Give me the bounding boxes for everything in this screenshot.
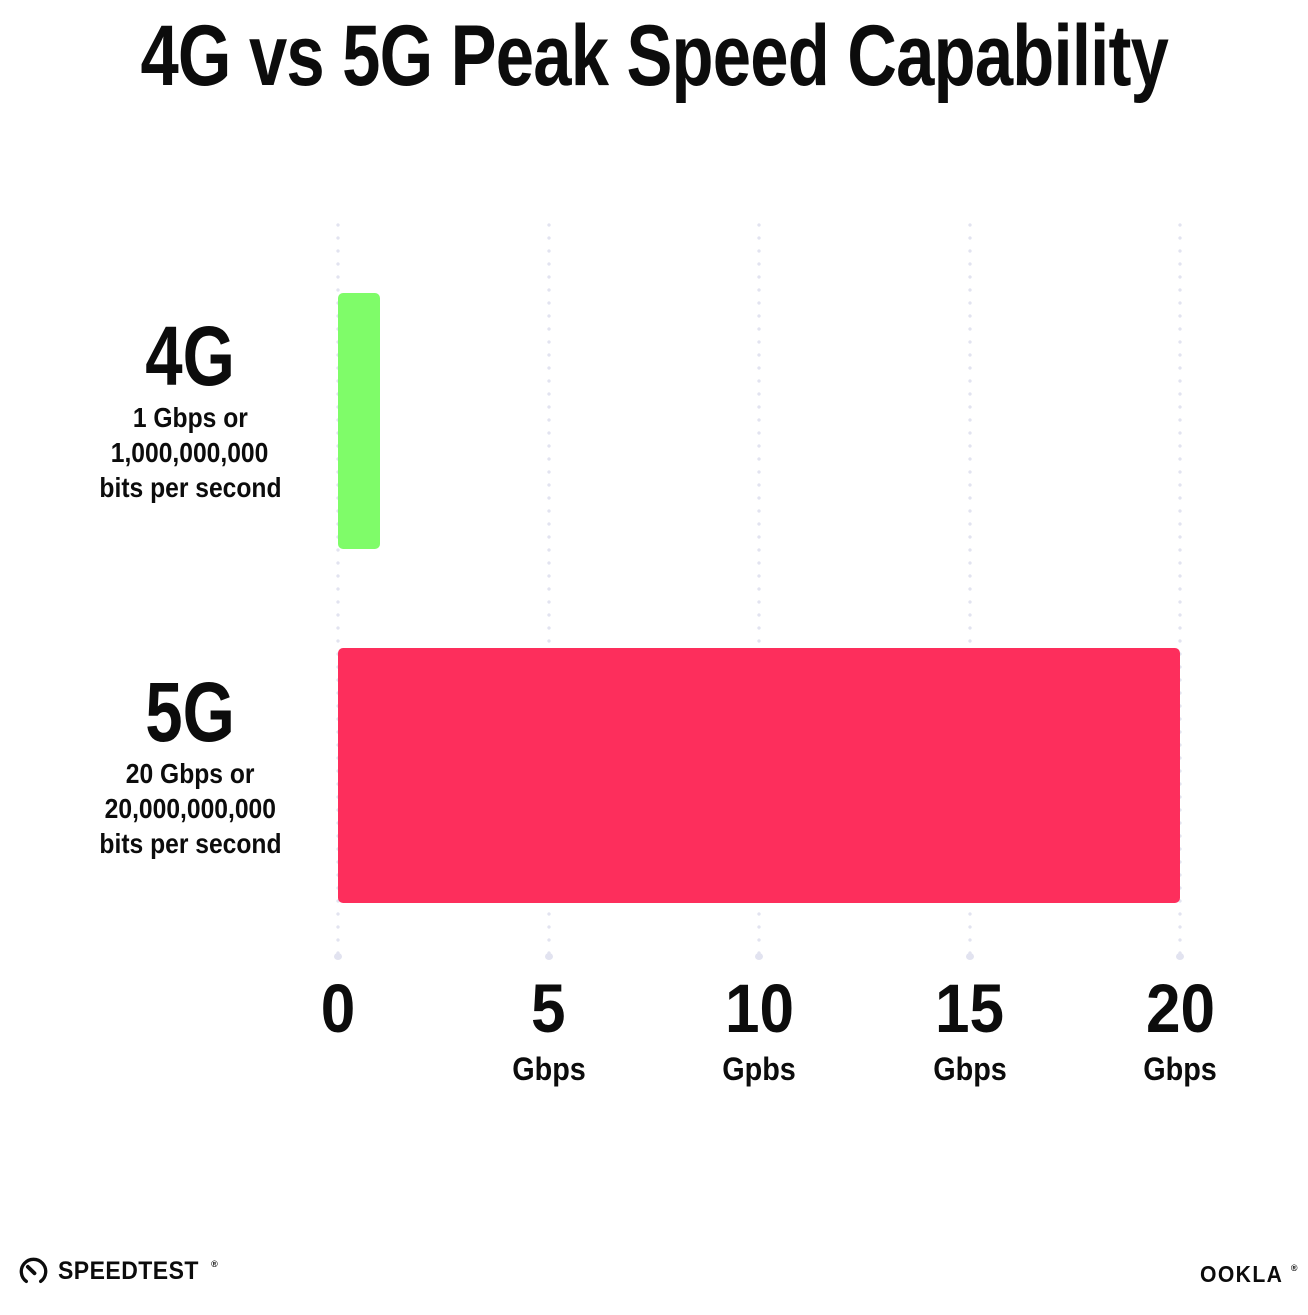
chart-title: 4G vs 5G Peak Speed Capability [140, 8, 1168, 104]
x-tick-5: 5 Gbps [508, 970, 590, 1087]
gridline-5 [544, 223, 553, 960]
ookla-logo: OOKLA ® [1200, 1261, 1299, 1288]
row-label-4g-sub-line1: 1 Gbps or [132, 402, 248, 433]
gridline-15 [965, 223, 974, 960]
x-axis: 0 5 Gbps 10 Gpbs 15 Gbps 20 Gbps [321, 970, 1217, 1105]
row-label-5g-sub-line1: 20 Gbps or [125, 758, 255, 789]
ookla-trademark: ® [1290, 1263, 1299, 1273]
x-tick-number: 20 [1145, 970, 1215, 1047]
plot-area [334, 223, 1184, 960]
x-tick-unit: Gbps [932, 1051, 1007, 1087]
x-tick-unit: Gpbs [722, 1051, 796, 1087]
bar-4g [338, 293, 381, 549]
row-label-5g-sub-line3: bits per second [98, 828, 282, 859]
x-tick-unit: Gbps [511, 1051, 586, 1087]
row-label-4g-sub-line3: bits per second [98, 472, 282, 503]
gridline-10 [755, 223, 763, 960]
speedtest-gauge-icon [19, 1257, 48, 1283]
row-label-4g-title: 4G [145, 309, 235, 403]
gridline-20 [1176, 223, 1184, 960]
row-label-5g-title: 5G [145, 665, 235, 759]
x-tick-number: 15 [934, 970, 1005, 1047]
x-tick-15: 15 Gbps [929, 970, 1011, 1087]
x-tick-number: 0 [320, 970, 356, 1047]
speedtest-logo: SPEEDTEST ® [18, 1251, 218, 1291]
x-tick-unit: Gbps [1143, 1051, 1217, 1087]
row-label-5g-sub-line2: 20,000,000,000 [104, 793, 276, 824]
speedtest-trademark: ® [211, 1258, 219, 1269]
x-tick-20: 20 Gbps [1139, 970, 1221, 1087]
x-tick-number: 5 [531, 970, 566, 1047]
bar-5g [338, 648, 1180, 903]
x-tick-0: 0 [319, 970, 357, 1047]
row-label-4g-sub-line2: 1,000,000,000 [111, 437, 269, 468]
gridline-0 [334, 223, 342, 960]
x-tick-10: 10 Gpbs [718, 970, 800, 1087]
row-label-4g: 4G 1 Gbps or 1,000,000,000 bits per seco… [35, 312, 345, 505]
row-label-5g: 5G 20 Gbps or 20,000,000,000 bits per se… [35, 668, 345, 861]
x-tick-number: 10 [724, 970, 794, 1047]
ookla-wordmark: OOKLA ® [1200, 1261, 1299, 1287]
speedtest-wordmark: SPEEDTEST ® [58, 1256, 219, 1285]
